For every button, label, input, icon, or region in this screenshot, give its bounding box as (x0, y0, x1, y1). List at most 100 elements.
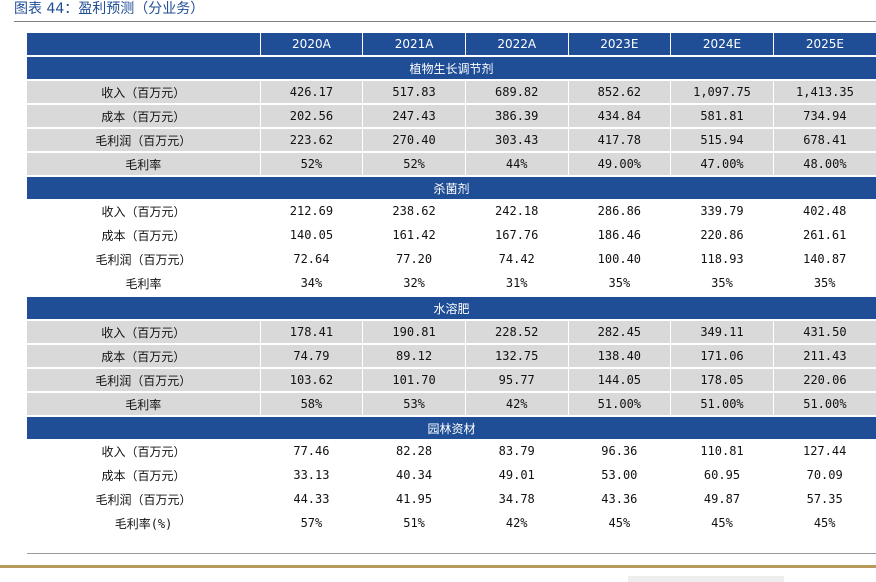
cell-value: 581.81 (670, 103, 774, 128)
table-row: 成本（百万元） 140.05 161.42 167.76 186.46 220.… (27, 223, 876, 247)
cell-value: 49.87 (670, 487, 774, 511)
row-label: 成本（百万元） (27, 343, 261, 368)
cell-value: 138.40 (568, 343, 672, 368)
cell-value: 270.40 (362, 127, 466, 152)
cell-value: 223.62 (260, 127, 364, 152)
header-year: 2022A (465, 33, 569, 56)
header-year: 2025E (773, 33, 876, 56)
cell-value: 303.43 (465, 127, 569, 152)
cell-value: 211.43 (773, 343, 876, 368)
section-title-row: 杀菌剂 (27, 175, 876, 199)
cell-value: 74.42 (465, 247, 569, 271)
table-row: 毛利率 58% 53% 42% 51.00% 51.00% 51.00% (27, 391, 876, 416)
table-row: 毛利率 52% 52% 44% 49.00% 47.00% 48.00% (27, 151, 876, 176)
cell-value: 261.61 (773, 223, 876, 247)
cell-value: 51.00% (568, 391, 672, 416)
cell-value: 426.17 (260, 79, 364, 104)
figure-caption: 图表 44：盈利预测（分业务） (14, 1, 205, 17)
table-row: 收入（百万元） 426.17 517.83 689.82 852.62 1,09… (27, 79, 876, 104)
cell-value: 402.48 (773, 199, 876, 223)
cell-value: 72.64 (260, 247, 363, 271)
cell-value: 51% (362, 511, 466, 535)
cell-value: 57.35 (773, 487, 876, 511)
cell-value: 1,413.35 (773, 79, 876, 104)
cell-value: 171.06 (670, 343, 774, 368)
table-row: 收入（百万元） 178.41 190.81 228.52 282.45 349.… (27, 319, 876, 344)
section-fungicide: 杀菌剂 收入（百万元） 212.69 238.62 242.18 286.86 … (27, 175, 876, 296)
section-title-row: 园林资材 (27, 415, 876, 439)
cell-value: 110.81 (670, 439, 774, 463)
profit-forecast-table: 2020A 2021A 2022A 2023E 2024E 2025E 植物生长… (27, 33, 876, 535)
cell-value: 103.62 (260, 367, 364, 392)
table-row: 成本（百万元） 202.56 247.43 386.39 434.84 581.… (27, 103, 876, 128)
row-label: 收入（百万元） (27, 199, 261, 223)
row-label: 收入（百万元） (27, 319, 261, 344)
cell-value: 228.52 (465, 319, 569, 344)
section-water-soluble-fertilizer: 水溶肥 收入（百万元） 178.41 190.81 228.52 282.45 … (27, 295, 876, 416)
section-title-row: 植物生长调节剂 (27, 55, 876, 80)
section-title: 园林资材 (27, 415, 876, 439)
table-row: 毛利率 34% 32% 31% 35% 35% 35% (27, 271, 876, 296)
cell-value: 161.42 (362, 223, 466, 247)
cell-value: 178.41 (260, 319, 364, 344)
cell-value: 42% (465, 511, 569, 535)
row-label: 毛利润（百万元） (27, 367, 261, 392)
header-year: 2023E (568, 33, 672, 56)
cell-value: 49.00% (568, 151, 672, 176)
cell-value: 178.05 (670, 367, 774, 392)
caption-divider (14, 21, 876, 22)
cell-value: 35% (773, 271, 876, 296)
row-label: 成本（百万元） (27, 463, 261, 487)
cell-value: 220.86 (670, 223, 774, 247)
cell-value: 386.39 (465, 103, 569, 128)
cell-value: 140.05 (260, 223, 363, 247)
cell-value: 34.78 (465, 487, 569, 511)
header-year: 2020A (260, 33, 364, 56)
cell-value: 286.86 (568, 199, 671, 223)
header-corner (27, 33, 261, 56)
cell-value: 238.62 (362, 199, 466, 223)
cell-value: 517.83 (362, 79, 466, 104)
table-row: 毛利率(%) 57% 51% 42% 45% 45% 45% (27, 511, 876, 535)
cell-value: 47.00% (670, 151, 774, 176)
cell-value: 35% (670, 271, 774, 296)
cell-value: 48.00% (773, 151, 876, 176)
cell-value: 51.00% (670, 391, 774, 416)
cell-value: 82.28 (362, 439, 466, 463)
cell-value: 43.36 (568, 487, 671, 511)
table-row: 收入（百万元） 77.46 82.28 83.79 96.36 110.81 1… (27, 439, 876, 463)
cell-value: 417.78 (568, 127, 672, 152)
table-row: 毛利润（百万元） 223.62 270.40 303.43 417.78 515… (27, 127, 876, 152)
cell-value: 434.84 (568, 103, 672, 128)
cell-value: 74.79 (260, 343, 364, 368)
cell-value: 212.69 (260, 199, 363, 223)
cell-value: 44.33 (260, 487, 363, 511)
header-year: 2021A (362, 33, 466, 56)
cell-value: 42% (465, 391, 569, 416)
section-plant-growth-regulator: 植物生长调节剂 收入（百万元） 426.17 517.83 689.82 852… (27, 55, 876, 176)
section-garden-supplies: 园林资材 收入（百万元） 77.46 82.28 83.79 96.36 110… (27, 415, 876, 535)
cell-value: 35% (568, 271, 671, 296)
cell-value: 202.56 (260, 103, 364, 128)
cell-value: 49.01 (465, 463, 569, 487)
table-row: 收入（百万元） 212.69 238.62 242.18 286.86 339.… (27, 199, 876, 223)
header-year: 2024E (670, 33, 774, 56)
cell-value: 45% (568, 511, 671, 535)
header-row: 2020A 2021A 2022A 2023E 2024E 2025E (27, 33, 876, 56)
row-label: 毛利润（百万元） (27, 127, 261, 152)
cell-value: 77.20 (362, 247, 466, 271)
cell-value: 140.87 (773, 247, 876, 271)
row-label: 成本（百万元） (27, 103, 261, 128)
cell-value: 852.62 (568, 79, 672, 104)
footer-accent-bar (0, 565, 876, 568)
row-label: 毛利润（百万元） (27, 247, 261, 271)
cell-value: 51.00% (773, 391, 876, 416)
table-bottom-divider (27, 553, 876, 554)
table-row: 成本（百万元） 33.13 40.34 49.01 53.00 60.95 70… (27, 463, 876, 487)
row-label: 毛利率(%) (27, 511, 261, 535)
cell-value: 118.93 (670, 247, 774, 271)
cell-value: 689.82 (465, 79, 569, 104)
cell-value: 100.40 (568, 247, 671, 271)
cell-value: 734.94 (773, 103, 876, 128)
cell-value: 678.41 (773, 127, 876, 152)
